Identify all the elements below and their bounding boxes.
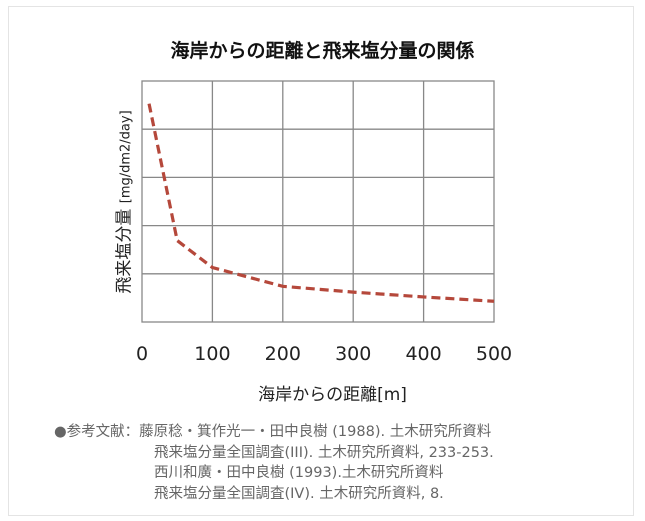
- plot-area: [141, 80, 495, 323]
- reference-line: 飛来塩分量全国調査(IV). 土木研究所資料, 8.: [154, 485, 444, 502]
- chart-title: 海岸からの距離と飛来塩分量の関係: [170, 40, 475, 62]
- x-tick-label: 0: [136, 343, 148, 365]
- reference-line: 藤原稔・箕作光一・田中良樹 (1988). 土木研究所資料: [139, 424, 492, 440]
- reference-line: 西川和廣・田中良樹 (1993).土木研究所資料: [154, 465, 444, 481]
- x-axis-label: 海岸からの距離[m]: [258, 385, 407, 405]
- references-label: ●参考文献：: [54, 424, 140, 440]
- x-tick-label: 400: [405, 343, 441, 365]
- y-axis-label: 飛来塩分量 [mg/dm2/day]: [110, 110, 135, 293]
- x-tick-label: 100: [194, 343, 230, 365]
- y-axis-label-text: 飛来塩分量: [114, 208, 135, 294]
- references: ●参考文献：藤原稔・箕作光一・田中良樹 (1988). 土木研究所資料 飛来塩分…: [54, 422, 494, 504]
- reference-line: 飛来塩分量全国調査(III). 土木研究所資料, 233-253.: [154, 444, 494, 461]
- x-tick-label: 200: [265, 343, 301, 365]
- y-axis-unit: [mg/dm2/day]: [118, 110, 134, 204]
- series-line: [147, 103, 495, 303]
- chart-frame: [8, 6, 634, 516]
- x-tick-label: 500: [476, 343, 512, 365]
- x-tick-label: 300: [335, 343, 371, 365]
